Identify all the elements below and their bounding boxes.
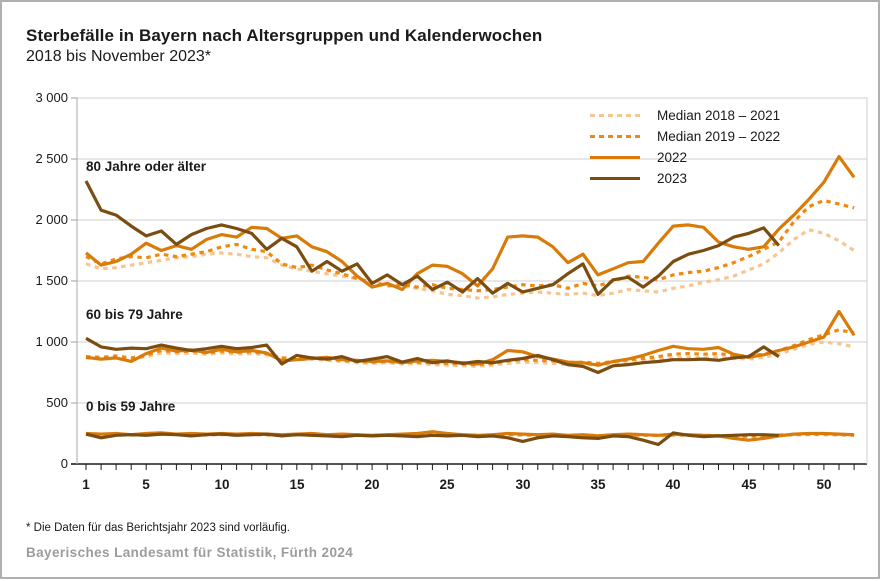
legend-label-median_2018_2021: Median 2018 – 2021 — [657, 108, 781, 123]
series-0to59-y2023 — [85, 431, 779, 447]
x-axis-label-week-35: 35 — [590, 477, 606, 492]
legend-label-median_2019_2022: Median 2019 – 2022 — [657, 129, 781, 144]
legend-item-median_2019_2022: Median 2019 – 2022 — [590, 126, 780, 147]
chart-subtitle: 2018 bis November 2023* — [26, 48, 212, 65]
footnote: * Die Daten für das Berichtsjahr 2023 si… — [26, 522, 291, 534]
x-axis-label-week-1: 1 — [82, 477, 90, 492]
x-axis-label-week-25: 25 — [439, 477, 455, 492]
legend-line-sample-median_2019_2022 — [590, 135, 640, 138]
series-60to79-median_2019_2022 — [85, 328, 855, 367]
series-80plus-y2022 — [84, 155, 856, 292]
y-axis-label-1500: 1 500 — [35, 273, 68, 288]
legend-item-y2022: 2022 — [590, 147, 780, 168]
group-label-0to59: 0 bis 59 Jahre — [86, 399, 176, 414]
series-60to79-y2023 — [85, 336, 780, 375]
legend-label-y2022: 2022 — [657, 150, 688, 165]
x-axis-label-week-45: 45 — [741, 477, 757, 492]
y-axis-label-0: 0 — [60, 456, 68, 471]
x-axis-label-week-20: 20 — [364, 477, 380, 492]
y-axis-label-1000: 1 000 — [35, 334, 68, 349]
y-axis-label-2000: 2 000 — [35, 212, 68, 227]
x-axis-label-week-50: 50 — [816, 477, 832, 492]
x-axis-label-week-15: 15 — [289, 477, 305, 492]
series-80plus-median_2019_2022 — [85, 198, 855, 293]
x-axis-label-week-40: 40 — [665, 477, 681, 492]
y-axis-label-2500: 2 500 — [35, 151, 68, 166]
series-80plus-y2023 — [84, 180, 781, 296]
chart-title: Sterbefälle in Bayern nach Altersgruppen… — [26, 26, 543, 45]
legend-line-sample-y2022 — [590, 156, 640, 159]
x-axis-label-week-30: 30 — [515, 477, 531, 492]
x-axis-label-week-10: 10 — [214, 477, 230, 492]
series-80plus-median_2018_2021 — [85, 228, 855, 300]
source-credit: Bayerisches Landesamt für Statistik, Für… — [26, 545, 354, 560]
y-axis-label-3000: 3 000 — [35, 90, 68, 105]
group-label-80plus: 80 Jahre oder älter — [86, 159, 207, 174]
y-axis-label-500: 500 — [46, 395, 68, 410]
legend-item-median_2018_2021: Median 2018 – 2021 — [590, 105, 780, 126]
legend-label-y2023: 2023 — [657, 171, 688, 186]
legend: Median 2018 – 2021 Median 2019 – 2022 2022… — [590, 105, 780, 189]
legend-item-y2023: 2023 — [590, 168, 780, 189]
legend-line-sample-median_2018_2021 — [590, 114, 640, 117]
legend-line-sample-y2023 — [590, 177, 640, 180]
x-axis-label-week-5: 5 — [142, 477, 150, 492]
group-label-60to79: 60 bis 79 Jahre — [86, 307, 183, 322]
